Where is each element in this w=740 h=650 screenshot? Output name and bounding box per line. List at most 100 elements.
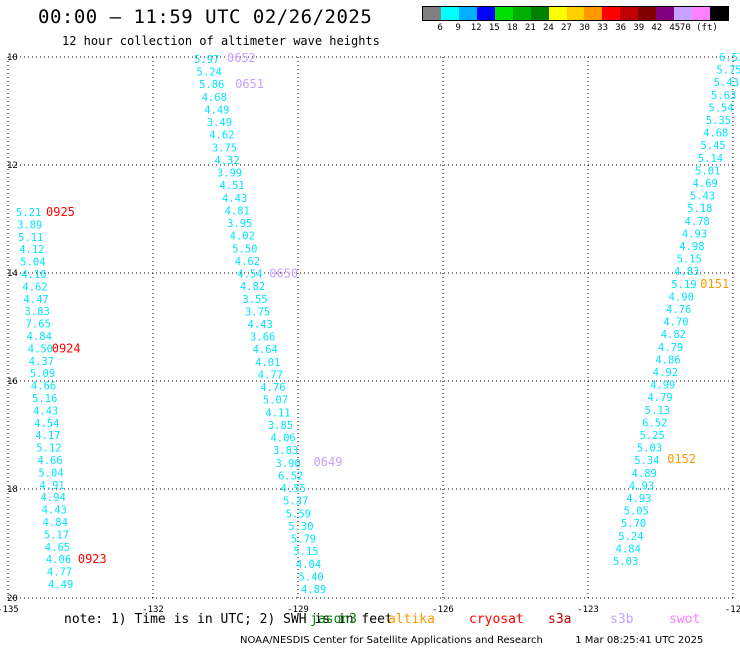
legend-tick-label: 30: [579, 23, 590, 33]
wave-height-value: 3.90: [276, 458, 301, 470]
legend-labels: 6 9 12 15 18 21 24 27 30 33 36 39 42 45 70 (ft): [422, 23, 729, 35]
wave-height-value: 5.21: [16, 207, 41, 219]
wave-height-value: 4.01: [255, 357, 280, 369]
wave-height-value: 5.01: [695, 165, 720, 177]
pass-time-label: 0925: [46, 205, 75, 219]
wave-height-value: 5.50: [232, 243, 257, 255]
legend-swatch: [440, 7, 459, 20]
wave-height-value: 4.84: [43, 517, 68, 529]
wave-height-value: 5.07: [263, 395, 288, 407]
wave-height-value: 4.37: [29, 356, 54, 368]
wave-height-value: 5.79: [291, 534, 316, 546]
wave-height-value: 4.93: [626, 493, 651, 505]
legend-tick-label: 12: [470, 23, 482, 33]
wave-height-value: 3.95: [227, 218, 252, 230]
wave-height-value: 4.79: [658, 342, 683, 354]
wave-height-value: 4.62: [209, 130, 234, 142]
wave-height-value: 4.12: [19, 244, 44, 256]
longitude-label: -132: [142, 605, 164, 615]
legend-tick-label: 24: [542, 23, 554, 33]
wave-height-value: 4.92: [653, 367, 678, 379]
wave-height-value: 5.14: [698, 153, 723, 165]
legend-swatch: [476, 7, 495, 20]
wave-height-value: 4.69: [693, 178, 718, 190]
legend-swatch: [638, 7, 657, 20]
wave-height-value: 5.97: [194, 54, 219, 66]
wave-height-value: 4.91: [39, 480, 64, 492]
legend-tick-label: 33: [597, 23, 608, 33]
latitude-label: 16: [7, 377, 18, 387]
wave-height-value: 4.78: [685, 216, 710, 228]
legend-swatch: [530, 7, 549, 20]
wave-height-value: 4.79: [647, 392, 672, 404]
latitude-label: 10: [7, 53, 18, 63]
wave-height-value: 4.17: [35, 430, 60, 442]
wave-height-value: 5.40: [298, 571, 323, 583]
color-legend: 6 9 12 15 18 21 24 27 30 33 36 39 42 45 70 (ft): [422, 6, 729, 35]
legend-swatch: [656, 7, 675, 20]
wave-height-value: 5.43: [690, 191, 715, 203]
wave-height-value: 3.66: [250, 332, 275, 344]
wave-height-value: 4.98: [679, 241, 704, 253]
legend-tick-label: 36: [615, 23, 627, 33]
wave-height-value: 5.35: [706, 115, 731, 127]
wave-height-value: 4.54: [34, 418, 59, 430]
wave-height-value: 4.43: [248, 319, 273, 331]
wave-height-value: 3.83: [273, 445, 298, 457]
pass-time-label: 0652: [227, 51, 256, 65]
wave-height-value: 6.52: [642, 417, 667, 429]
wave-height-value: 5.86: [199, 79, 224, 91]
legend-swatch: [512, 7, 531, 20]
wave-height-value: 4.89: [301, 584, 326, 596]
legend-swatch: [584, 7, 603, 20]
wave-height-value: 3.75: [212, 142, 237, 154]
wave-height-value: 4.04: [296, 559, 321, 571]
wave-height-value: 5.15: [677, 254, 702, 266]
wave-height-value: 3.99: [217, 168, 242, 180]
legend-tick-label: 42: [651, 23, 663, 33]
pass-time-label: 0151: [700, 277, 729, 291]
wave-height-value: 4.49: [204, 104, 229, 116]
longitude-label: -135: [0, 605, 19, 615]
legend-tick-label: 39: [633, 23, 645, 33]
wave-height-value: 3.49: [207, 117, 232, 129]
wave-height-value: 5.03: [613, 556, 638, 568]
wave-height-value: 5.04: [38, 467, 63, 479]
wave-height-value: 6.52: [278, 470, 303, 482]
legend-swatch: [620, 7, 639, 20]
wave-height-value: 4.02: [230, 231, 255, 243]
wave-height-value: 4.94: [41, 492, 66, 504]
wave-height-value: 4.68: [703, 128, 728, 140]
wave-height-value: 4.77: [47, 567, 72, 579]
legend-tick-label: 6: [437, 23, 443, 33]
pass-time-label: 0650: [269, 267, 298, 281]
wave-height-value: 5.24: [618, 531, 643, 543]
wave-height-value: 4.49: [48, 579, 73, 591]
satellite-label-cryosat: cryosat: [469, 612, 524, 627]
pass-time-label: 0651: [235, 77, 264, 91]
wave-height-value: 4.66: [37, 455, 62, 467]
wave-height-value: 5.45: [700, 140, 725, 152]
wave-height-value: 4.66: [31, 381, 56, 393]
wave-height-value: 4.32: [214, 155, 239, 167]
wave-height-value: 4.82: [240, 281, 265, 293]
wave-height-value: 4.76: [666, 304, 691, 316]
generated-timestamp: 1 Mar 08:25:41 UTC 2025: [575, 635, 704, 646]
legend-tick-label: 70 (ft): [679, 23, 718, 33]
wave-height-value: 7.65: [26, 319, 51, 331]
wave-height-value: 4.54: [237, 269, 262, 281]
pass-time-label: 0152: [667, 452, 696, 466]
legend-swatch: [458, 7, 477, 20]
wave-height-value: 4.86: [655, 354, 680, 366]
wave-height-value: 3.89: [17, 219, 42, 231]
wave-height-value: 5.05: [624, 506, 649, 518]
wave-height-value: 5.04: [20, 257, 45, 269]
legend-tick-label: 18: [506, 23, 518, 33]
credit-text: NOAA/NESDIS Center for Satellite Applica…: [240, 635, 543, 646]
wave-height-value: 3.83: [25, 306, 50, 318]
wave-height-value: 5.13: [645, 405, 670, 417]
wave-height-value: 4.89: [632, 468, 657, 480]
wave-height-value: 4.99: [650, 380, 675, 392]
legend-swatch: [423, 7, 441, 20]
